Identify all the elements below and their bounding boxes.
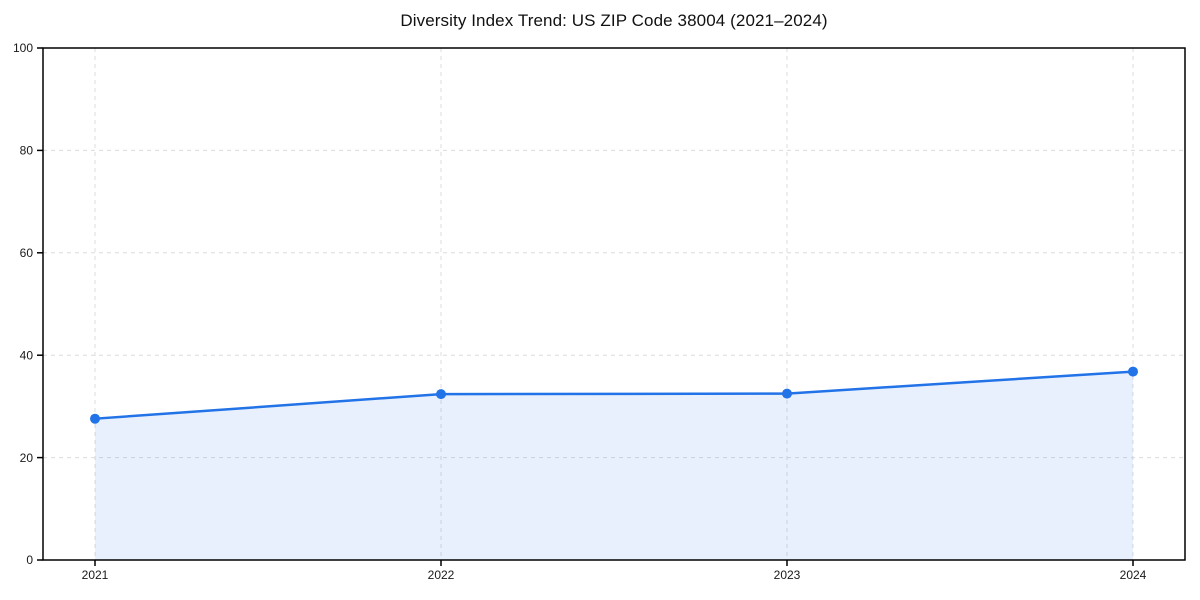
x-tick-label: 2023 xyxy=(774,568,801,582)
data-point-marker xyxy=(782,388,792,399)
y-tick-label: 0 xyxy=(26,553,33,567)
y-tick-label: 20 xyxy=(20,451,34,465)
y-tick-label: 40 xyxy=(20,348,34,362)
data-point-marker xyxy=(90,413,100,424)
data-point-marker xyxy=(436,389,446,400)
y-tick-label: 100 xyxy=(13,41,33,55)
data-point-marker xyxy=(1128,366,1138,377)
x-tick-label: 2024 xyxy=(1120,568,1147,582)
y-tick-label: 80 xyxy=(20,144,34,158)
area-fill xyxy=(95,371,1133,560)
trend-line xyxy=(93,370,1135,420)
plot-frame xyxy=(42,47,1186,561)
y-tick-label: 60 xyxy=(20,246,34,260)
chart-title: Diversity Index Trend: US ZIP Code 38004… xyxy=(400,11,828,30)
x-tick-label: 2022 xyxy=(428,568,455,582)
x-tick-label: 2021 xyxy=(82,568,109,582)
